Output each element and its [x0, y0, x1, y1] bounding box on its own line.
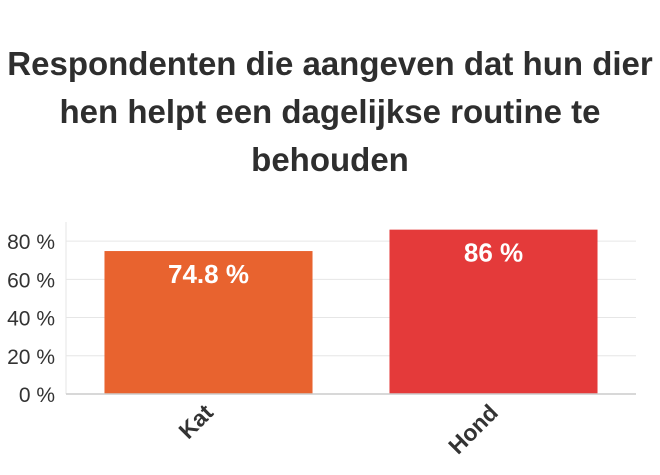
bar-kat [104, 251, 313, 394]
chart-title-line-3: behouden [251, 141, 409, 178]
y-tick-label: 0 % [19, 384, 55, 407]
x-tick-label: Hond [443, 399, 503, 459]
y-tick-label: 20 % [7, 346, 55, 369]
data-label: 74.8 % [168, 259, 249, 289]
x-tick-label: Kat [173, 399, 218, 444]
y-tick-label: 60 % [7, 269, 55, 292]
bar-hond [389, 229, 598, 394]
bars: 74.8 % 86 % [104, 229, 598, 394]
y-tick-label: 80 % [7, 231, 55, 254]
data-label: 86 % [464, 238, 523, 268]
chart-title-line-2: hen helpt een dagelijkse routine te [59, 93, 601, 130]
chart-title: Respondenten die aangeven dat hun dier h… [0, 40, 660, 184]
chart-title-line-1: Respondenten die aangeven dat hun dier [7, 45, 653, 82]
y-tick-label: 40 % [7, 308, 55, 331]
